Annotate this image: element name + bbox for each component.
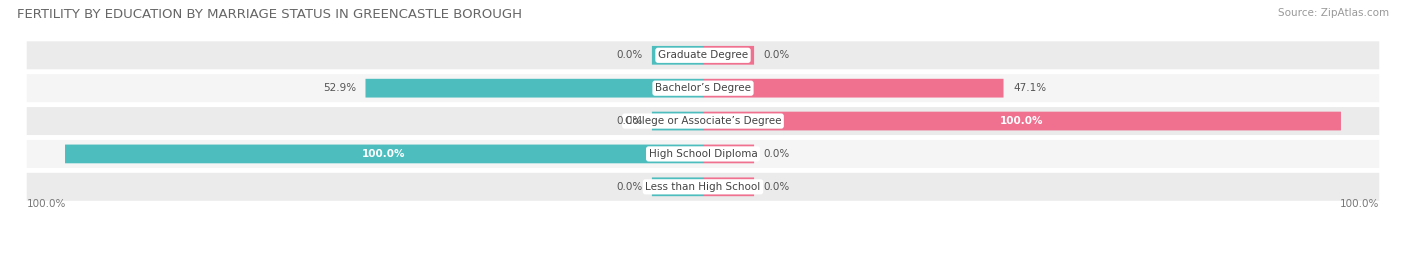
Text: 0.0%: 0.0% (616, 182, 643, 192)
Text: 0.0%: 0.0% (763, 149, 790, 159)
FancyBboxPatch shape (703, 46, 754, 65)
Text: 100.0%: 100.0% (1000, 116, 1043, 126)
FancyBboxPatch shape (27, 74, 1379, 102)
FancyBboxPatch shape (652, 112, 703, 130)
Text: 0.0%: 0.0% (763, 50, 790, 60)
Text: 100.0%: 100.0% (363, 149, 406, 159)
FancyBboxPatch shape (703, 144, 754, 163)
FancyBboxPatch shape (652, 46, 703, 65)
FancyBboxPatch shape (27, 107, 1379, 135)
FancyBboxPatch shape (27, 173, 1379, 201)
Text: 100.0%: 100.0% (1340, 199, 1379, 209)
Text: FERTILITY BY EDUCATION BY MARRIAGE STATUS IN GREENCASTLE BOROUGH: FERTILITY BY EDUCATION BY MARRIAGE STATU… (17, 8, 522, 21)
Text: 0.0%: 0.0% (616, 116, 643, 126)
Text: 0.0%: 0.0% (763, 182, 790, 192)
Text: Bachelor’s Degree: Bachelor’s Degree (655, 83, 751, 93)
Text: College or Associate’s Degree: College or Associate’s Degree (624, 116, 782, 126)
FancyBboxPatch shape (703, 178, 754, 196)
FancyBboxPatch shape (703, 112, 1341, 130)
FancyBboxPatch shape (703, 79, 1004, 98)
Text: 100.0%: 100.0% (27, 199, 66, 209)
Text: 0.0%: 0.0% (616, 50, 643, 60)
FancyBboxPatch shape (27, 140, 1379, 168)
FancyBboxPatch shape (366, 79, 703, 98)
Text: High School Diploma: High School Diploma (648, 149, 758, 159)
FancyBboxPatch shape (65, 144, 703, 163)
Text: Less than High School: Less than High School (645, 182, 761, 192)
Text: 47.1%: 47.1% (1012, 83, 1046, 93)
FancyBboxPatch shape (652, 178, 703, 196)
FancyBboxPatch shape (27, 41, 1379, 69)
Text: Graduate Degree: Graduate Degree (658, 50, 748, 60)
Text: Source: ZipAtlas.com: Source: ZipAtlas.com (1278, 8, 1389, 18)
Text: 52.9%: 52.9% (323, 83, 356, 93)
